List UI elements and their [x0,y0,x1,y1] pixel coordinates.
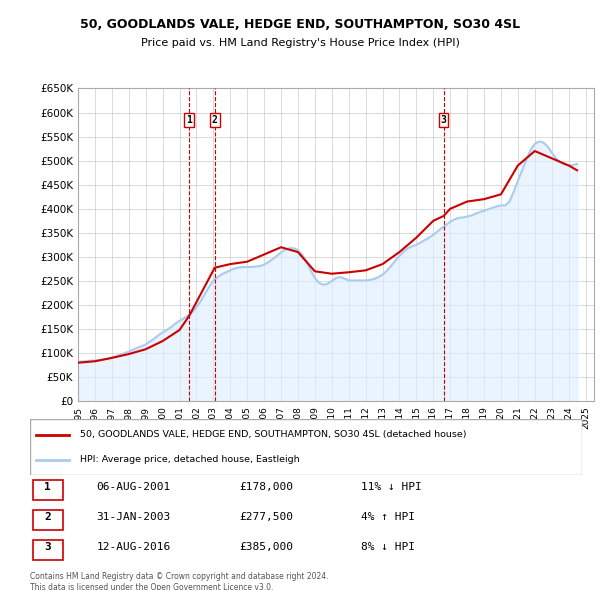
Text: 1: 1 [44,482,51,492]
Text: Contains HM Land Registry data © Crown copyright and database right 2024.
This d: Contains HM Land Registry data © Crown c… [30,572,329,590]
Text: 12-AUG-2016: 12-AUG-2016 [96,542,170,552]
Text: 06-AUG-2001: 06-AUG-2001 [96,482,170,492]
FancyBboxPatch shape [33,480,63,500]
Text: 50, GOODLANDS VALE, HEDGE END, SOUTHAMPTON, SO30 4SL: 50, GOODLANDS VALE, HEDGE END, SOUTHAMPT… [80,18,520,31]
Text: 2: 2 [44,512,51,522]
Text: Price paid vs. HM Land Registry's House Price Index (HPI): Price paid vs. HM Land Registry's House … [140,38,460,48]
Text: 4% ↑ HPI: 4% ↑ HPI [361,512,415,522]
Text: £277,500: £277,500 [240,512,294,522]
Text: £385,000: £385,000 [240,542,294,552]
Text: 3: 3 [440,115,446,124]
Text: 31-JAN-2003: 31-JAN-2003 [96,512,170,522]
Text: 8% ↓ HPI: 8% ↓ HPI [361,542,415,552]
Text: 50, GOODLANDS VALE, HEDGE END, SOUTHAMPTON, SO30 4SL (detached house): 50, GOODLANDS VALE, HEDGE END, SOUTHAMPT… [80,430,466,439]
Text: 2: 2 [212,115,218,124]
FancyBboxPatch shape [33,510,63,530]
Text: 3: 3 [44,542,51,552]
Text: 1: 1 [187,115,192,124]
Text: HPI: Average price, detached house, Eastleigh: HPI: Average price, detached house, East… [80,455,299,464]
FancyBboxPatch shape [30,419,582,475]
Text: £178,000: £178,000 [240,482,294,492]
FancyBboxPatch shape [33,540,63,560]
Text: 11% ↓ HPI: 11% ↓ HPI [361,482,422,492]
